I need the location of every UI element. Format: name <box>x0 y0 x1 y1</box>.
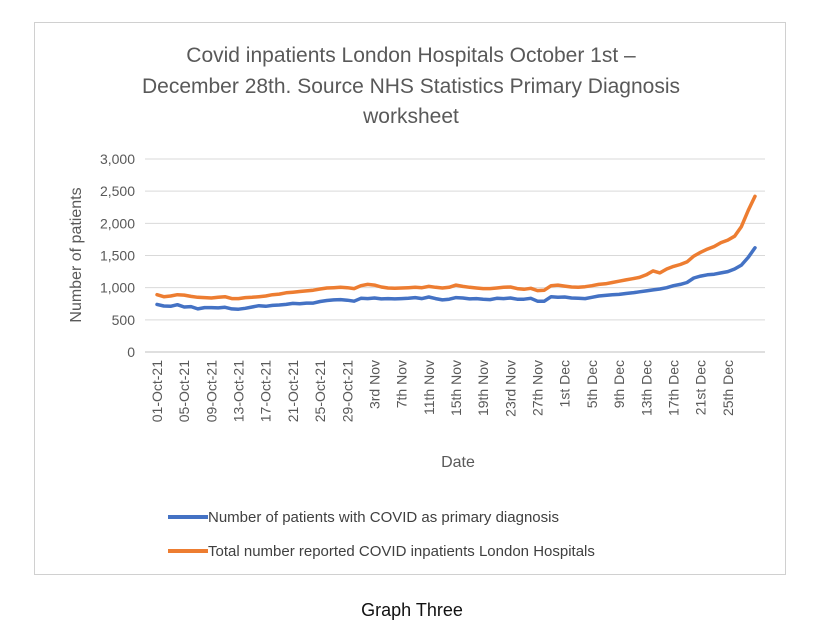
x-tick-label: 21-Oct-21 <box>285 360 301 422</box>
x-tick-label: 23rd Nov <box>502 360 518 417</box>
chart-title-line-3: worksheet <box>362 105 459 128</box>
x-axis-ticks: 01-Oct-21 05-Oct-21 09-Oct-21 13-Oct-21 17-O… <box>149 360 736 422</box>
gridlines <box>145 158 765 353</box>
series-lines <box>155 194 757 311</box>
chart-title-line-1: Covid inpatients London Hospitals Octobe… <box>186 44 636 67</box>
legend-label-total: Total number reported COVID inpatients L… <box>208 543 595 560</box>
x-tick-label: 25-Oct-21 <box>312 360 328 422</box>
x-tick-label: 5th Dec <box>584 360 600 408</box>
x-tick-label: 13-Oct-21 <box>231 360 247 422</box>
x-tick-label: 1st Dec <box>557 360 573 407</box>
x-tick-label: 11th Nov <box>421 360 437 415</box>
y-tick-label: 0 <box>127 344 135 360</box>
x-tick-label: 7th Nov <box>394 360 410 408</box>
legend: Number of patients with COVID as primary… <box>168 509 595 560</box>
x-tick-label: 29-Oct-21 <box>339 360 355 422</box>
y-tick-label: 2,000 <box>100 215 135 231</box>
x-tick-label: 13th Dec <box>638 360 654 416</box>
x-tick-label: 01-Oct-21 <box>149 360 165 422</box>
y-tick-label: 3,000 <box>100 151 135 167</box>
x-tick-label: 17th Dec <box>665 360 681 416</box>
x-tick-label: 9th Dec <box>611 360 627 408</box>
x-tick-label: 25th Dec <box>720 360 736 416</box>
chart-title-line-2: December 28th. Source NHS Statistics Pri… <box>142 75 680 98</box>
y-tick-label: 1,500 <box>100 248 135 264</box>
x-axis-label: Date <box>441 454 475 471</box>
legend-label-primary: Number of patients with COVID as primary… <box>208 509 559 526</box>
x-tick-label: 27th Nov <box>530 360 546 416</box>
x-tick-label: 19th Nov <box>475 360 491 416</box>
x-tick-label: 17-Oct-21 <box>258 360 274 422</box>
x-tick-label: 21st Dec <box>693 360 709 415</box>
x-tick-label: 15th Nov <box>448 360 464 416</box>
series-line-primary-diagnosis <box>155 246 757 311</box>
y-tick-label: 2,500 <box>100 183 135 199</box>
chart: Covid inpatients London Hospitals Octobe… <box>68 44 765 560</box>
x-tick-label: 05-Oct-21 <box>176 360 192 422</box>
y-tick-label: 500 <box>112 312 136 328</box>
chart-frame: Covid inpatients London Hospitals Octobe… <box>34 22 786 575</box>
series-line-total-inpatients <box>155 194 757 301</box>
graph-caption: Graph Three <box>361 600 463 620</box>
x-tick-label: 3rd Nov <box>366 360 382 409</box>
y-axis-ticks: 0 500 1,000 1,500 2,000 2,500 3,000 <box>100 151 135 360</box>
x-tick-label: 09-Oct-21 <box>203 360 219 422</box>
y-tick-label: 1,000 <box>100 280 135 296</box>
y-axis-label: Number of patients <box>68 187 85 322</box>
